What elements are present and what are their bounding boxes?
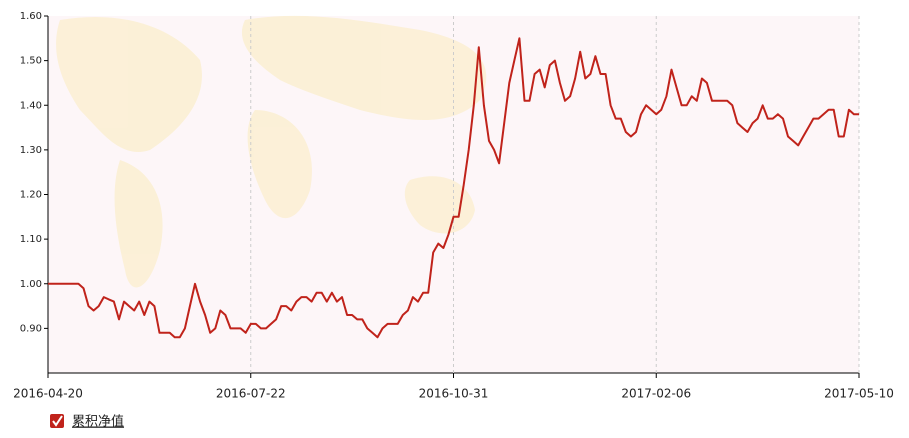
y-tick-label: 1.40 (20, 100, 42, 111)
y-tick-label: 1.00 (20, 279, 42, 290)
line-series (48, 37, 859, 339)
x-tick-label: 2016-07-22 (216, 387, 286, 401)
map-decoration (56, 15, 487, 288)
y-tick-label: 1.50 (20, 56, 42, 67)
y-tick-label: 0.90 (20, 323, 42, 334)
y-tick-label: 1.60 (20, 11, 42, 22)
x-tick-label: 2016-04-20 (13, 387, 83, 401)
y-tick-label: 1.10 (20, 234, 42, 245)
y-tick-label: 1.20 (20, 190, 42, 201)
legend-label[interactable]: 累积净值 (72, 414, 124, 430)
x-tick-label: 2017-05-10 (824, 387, 894, 401)
x-tick-label: 2017-02-06 (621, 387, 691, 401)
x-tick-label: 2016-10-31 (419, 387, 489, 401)
y-tick-label: 1.30 (20, 145, 42, 156)
legend-check (52, 415, 63, 427)
